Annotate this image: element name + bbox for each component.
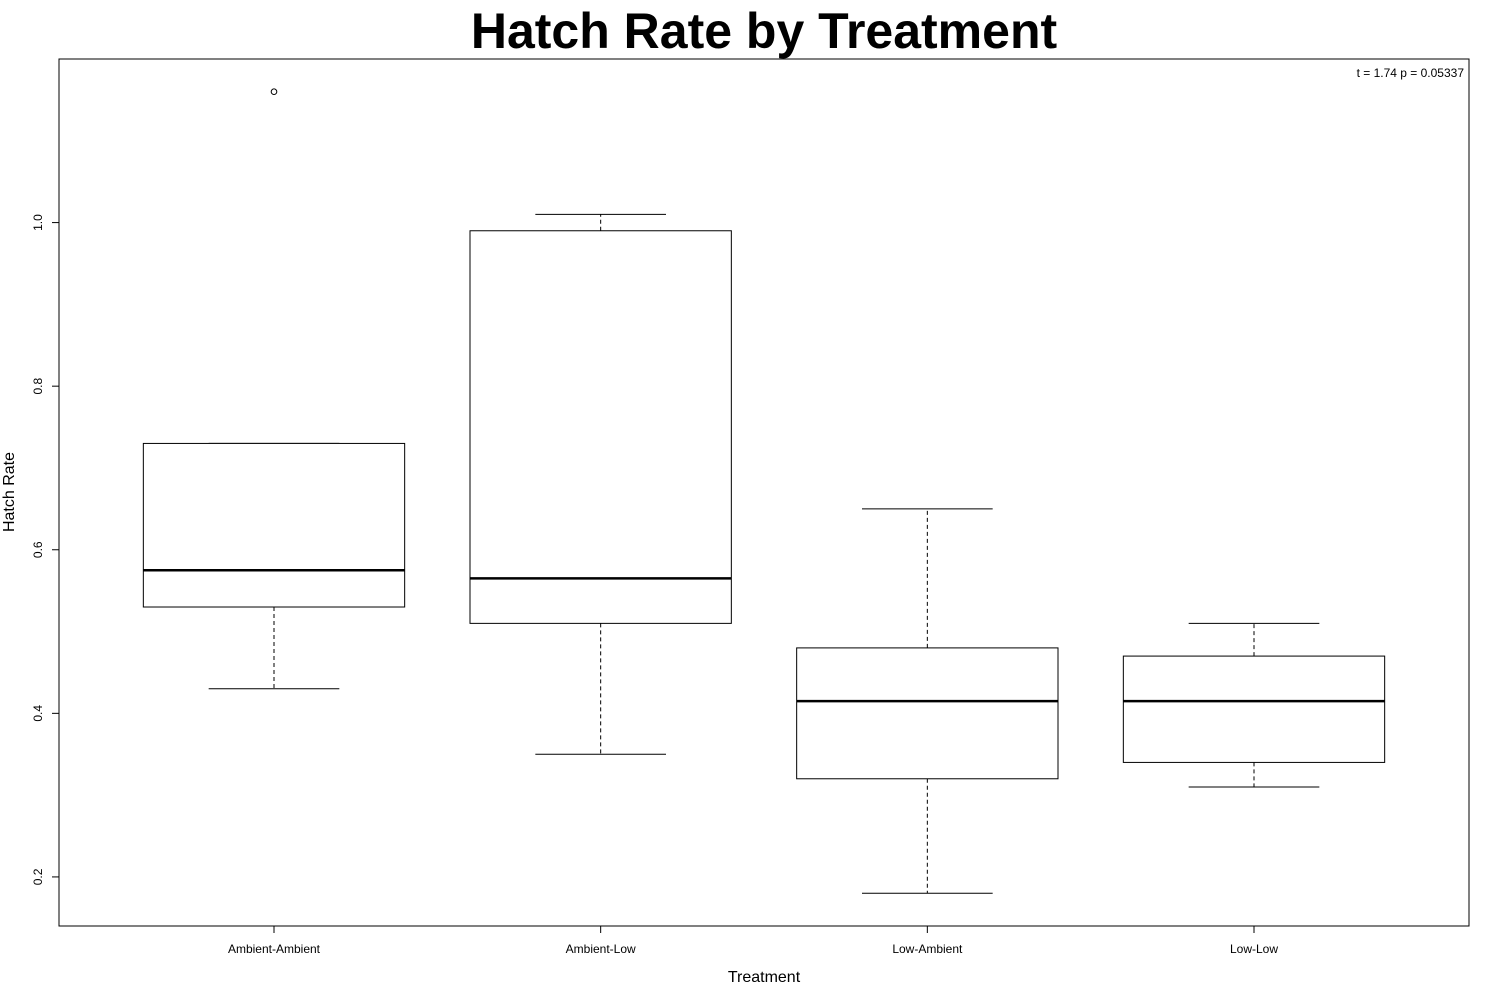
box-iqr	[1122, 655, 1386, 763]
box-group	[796, 508, 1059, 894]
x-tick-label: Ambient-Low	[566, 942, 636, 956]
y-tick-label: 1.0	[31, 214, 45, 231]
box-group	[469, 213, 732, 755]
box-iqr	[469, 230, 732, 624]
x-axis: Ambient-Ambient Ambient-Low Low-Ambient Low…	[228, 926, 1278, 956]
x-axis-label: Treatment	[728, 969, 801, 986]
y-tick-label: 0.8	[31, 378, 45, 395]
x-tick-label: Low-Low	[1230, 942, 1278, 956]
y-tick-label: 0.2	[31, 868, 45, 885]
outlier-point	[270, 88, 278, 96]
box-group	[1122, 622, 1386, 788]
box-iqr	[796, 647, 1059, 780]
y-axis: 0.2 0.4 0.6 0.8 1.0	[31, 214, 60, 885]
y-tick-label: 0.6	[31, 541, 45, 558]
x-tick-label: Low-Ambient	[892, 942, 963, 956]
box-group	[142, 88, 406, 690]
y-tick-label: 0.4	[31, 705, 45, 722]
chart-title: Hatch Rate by Treatment	[471, 3, 1058, 59]
box-iqr	[142, 442, 406, 608]
test-statistic-annotation: t = 1.74 p = 0.05337	[1357, 66, 1465, 80]
box-group-container	[142, 88, 1386, 894]
y-axis-label: Hatch Rate	[1, 452, 18, 532]
x-tick-label: Ambient-Ambient	[228, 942, 321, 956]
